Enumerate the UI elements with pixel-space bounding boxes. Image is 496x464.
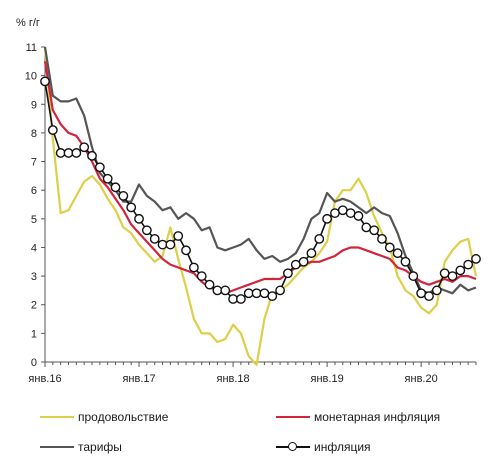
data-point [369, 225, 380, 236]
data-point [87, 150, 97, 161]
data-point [102, 173, 113, 184]
y-tick-label: 8 [31, 128, 37, 140]
data-point [47, 125, 58, 135]
y-axis-ticks: 0 1 2 3 4 5 6 7 8 9 10 11 [25, 42, 45, 369]
y-tick-label: 10 [25, 71, 37, 83]
data-point [110, 182, 121, 193]
data-point [275, 285, 285, 296]
data-point [455, 265, 466, 276]
data-point [40, 76, 50, 87]
y-tick-label: 11 [26, 42, 37, 54]
series-1 [43, 61, 477, 295]
data-point [392, 248, 403, 259]
data-point [118, 191, 129, 201]
data-point [181, 245, 191, 256]
y-axis-unit-label: % г/г [16, 17, 40, 29]
data-point [353, 211, 364, 221]
data-point [431, 285, 442, 296]
data-point [173, 231, 184, 241]
y-tick-label: 4 [31, 242, 37, 254]
y-tick-label: 2 [31, 300, 37, 312]
x-axis-ticks: янв.16 янв.17 янв.18 янв.19 янв.20 [28, 362, 477, 385]
x-tick-label: янв.16 [28, 373, 61, 385]
data-point [220, 285, 231, 296]
data-point [408, 271, 419, 281]
series-2 [43, 46, 477, 295]
y-tick-label: 1 [31, 328, 37, 340]
x-tick-label: янв.18 [216, 373, 249, 385]
y-tick-label: 3 [31, 271, 37, 283]
series-3 [40, 76, 481, 304]
data-point [314, 233, 325, 244]
y-tick-label: 0 [31, 357, 37, 369]
y-tick-label: 7 [31, 157, 37, 169]
data-point [141, 225, 152, 236]
data-point [447, 271, 458, 281]
data-point [377, 233, 387, 244]
data-point [322, 213, 333, 224]
x-tick-label: янв.20 [405, 373, 438, 385]
series-0 [43, 46, 478, 366]
plot-area [40, 46, 481, 366]
data-point [165, 239, 176, 250]
data-point [94, 162, 105, 173]
series-line [43, 46, 478, 366]
data-point [471, 254, 481, 264]
data-point [298, 256, 309, 267]
data-point [149, 233, 160, 244]
y-tick-label: 6 [31, 185, 37, 197]
data-point [400, 256, 411, 267]
x-tick-label: янв.19 [311, 373, 344, 385]
series-line [43, 46, 477, 295]
data-point [267, 291, 278, 302]
data-point [306, 248, 317, 259]
data-point [134, 213, 144, 224]
data-point [204, 279, 215, 290]
data-point [424, 291, 434, 302]
data-point [71, 148, 82, 158]
data-point [188, 262, 199, 273]
data-point [126, 202, 137, 213]
data-point [236, 294, 246, 304]
data-point [384, 242, 395, 253]
data-point [283, 268, 293, 279]
x-tick-label: янв.17 [122, 373, 155, 385]
y-tick-label: 9 [31, 99, 37, 111]
data-point [196, 271, 207, 281]
data-point [79, 142, 90, 153]
series-line [43, 61, 477, 295]
y-tick-label: 5 [31, 214, 37, 226]
data-point [463, 259, 474, 270]
